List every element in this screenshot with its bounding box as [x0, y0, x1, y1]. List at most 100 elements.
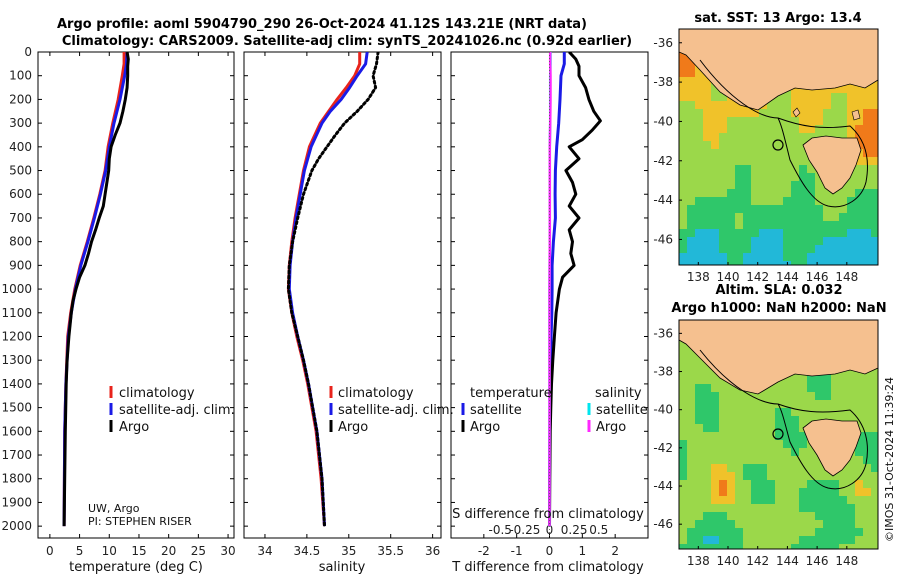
heatmap-cell [791, 181, 800, 190]
heatmap-cell [695, 189, 704, 198]
heatmap-cell [799, 448, 808, 457]
heatmap-cell [863, 528, 872, 537]
heatmap-cell [823, 400, 832, 409]
heatmap-cell [695, 213, 704, 222]
heatmap-cell [767, 221, 776, 230]
heatmap-cell [735, 157, 744, 166]
heatmap-cell [727, 261, 736, 265]
heatmap-cell [743, 400, 752, 409]
heatmap-cell [695, 432, 704, 441]
heatmap-cell [687, 432, 696, 441]
heatmap-cell [727, 408, 736, 417]
heatmap-cell [767, 101, 776, 110]
heatmap-cell [807, 544, 816, 549]
heatmap-cell [871, 528, 878, 537]
map-lat-tick-label: -38 [653, 75, 673, 89]
depth-tick-label: 1200 [1, 329, 32, 343]
heatmap-cell [735, 432, 744, 441]
heatmap-cell [703, 157, 712, 166]
heatmap-cell [751, 456, 760, 465]
heatmap-cell [727, 520, 736, 529]
heatmap-cell [679, 77, 688, 86]
heatmap-cell [823, 253, 832, 262]
heatmap-cell [703, 496, 712, 505]
heatmap-cell [687, 408, 696, 417]
heatmap-cell [807, 416, 816, 425]
heatmap-cell [711, 149, 720, 158]
heatmap-cell [703, 464, 712, 473]
heatmap-cell [687, 205, 696, 214]
depth-tick-label: 800 [9, 235, 32, 249]
heatmap-cell [759, 125, 768, 134]
heatmap-cell [863, 472, 872, 481]
heatmap-cell [847, 181, 856, 190]
heatmap-cell [719, 157, 728, 166]
depth-tick-label: 1700 [1, 448, 32, 462]
heatmap-cell [791, 464, 800, 473]
heatmap-cell [711, 400, 720, 409]
heatmap-cell [775, 424, 784, 433]
heatmap-cell [831, 109, 840, 118]
heatmap-cell [791, 440, 800, 449]
heatmap-cell [679, 101, 688, 110]
heatmap-cell [791, 213, 800, 222]
heatmap-cell [727, 472, 736, 481]
heatmap-cell [799, 93, 808, 102]
heatmap-cell [855, 512, 864, 521]
heatmap-cell [863, 432, 872, 441]
heatmap-cell [719, 165, 728, 174]
heatmap-cell [831, 376, 840, 385]
heatmap-cell [831, 253, 840, 262]
heatmap-cell [863, 205, 872, 214]
x-tick-label: -1 [511, 544, 523, 558]
heatmap-cell [871, 181, 878, 190]
heatmap-cell [823, 504, 832, 513]
heatmap-cell [831, 384, 840, 393]
heatmap-cell [679, 61, 688, 70]
heatmap-cell [735, 165, 744, 174]
heatmap-cell [791, 528, 800, 537]
title-line-1: Argo profile: aoml 5904790_290 26-Oct-20… [57, 17, 587, 32]
heatmap-cell [831, 205, 840, 214]
heatmap-cell [775, 536, 784, 545]
depth-tick-label: 2000 [1, 519, 32, 533]
heatmap-cell [767, 448, 776, 457]
heatmap-cell [767, 512, 776, 521]
heatmap-cell [759, 237, 768, 246]
heatmap-cell [791, 416, 800, 425]
heatmap-cell [863, 253, 872, 262]
heatmap-cell [871, 189, 878, 198]
heatmap-cell [695, 392, 704, 401]
heatmap-cell [679, 237, 688, 246]
heatmap-cell [711, 456, 720, 465]
heatmap-cell [847, 368, 856, 377]
heatmap-cell [711, 189, 720, 198]
heatmap-cell [847, 109, 856, 118]
heatmap-cell [703, 456, 712, 465]
heatmap-cell [871, 85, 878, 94]
heatmap-cell [687, 125, 696, 134]
heatmap-cell [695, 229, 704, 238]
heatmap-cell [719, 528, 728, 537]
heatmap-cell [783, 376, 792, 385]
heatmap-cell [703, 472, 712, 481]
sst-mainland [679, 29, 878, 111]
heatmap-cell [695, 400, 704, 409]
heatmap-cell [679, 424, 688, 433]
heatmap-cell [823, 536, 832, 545]
heatmap-cell [871, 229, 878, 238]
heatmap-cell [687, 101, 696, 110]
heatmap-cell [703, 253, 712, 262]
heatmap-cell [799, 261, 808, 265]
depth-tick-label: 900 [9, 258, 32, 272]
heatmap-cell [791, 125, 800, 134]
series-line-temperature-satellite [548, 52, 566, 527]
heatmap-cell [743, 253, 752, 262]
heatmap-cell [775, 173, 784, 182]
map-lon-tick-label: 140 [717, 554, 740, 568]
heatmap-cell [743, 528, 752, 537]
heatmap-cell [815, 544, 824, 549]
heatmap-cell [807, 197, 816, 206]
heatmap-cell [727, 125, 736, 134]
